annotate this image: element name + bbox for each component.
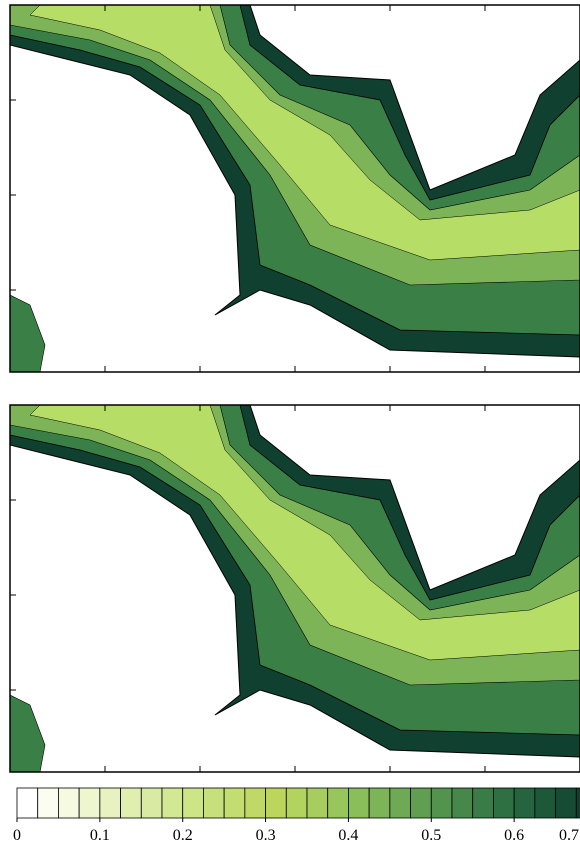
colorbar-tick-label: 0.1 <box>90 827 110 844</box>
colorbar-cell <box>162 788 183 818</box>
colorbar-cell <box>266 788 287 818</box>
colorbar-cell <box>245 788 266 818</box>
colorbar-cell <box>203 788 224 818</box>
panel-top <box>10 5 580 372</box>
colorbar-cell <box>183 788 204 818</box>
colorbar-cell <box>38 788 59 818</box>
colorbar-cell <box>493 788 514 818</box>
colorbar-tick-label: 0.3 <box>256 827 276 844</box>
colorbar-cell <box>79 788 100 818</box>
colorbar-cell <box>390 788 411 818</box>
colorbar-cell <box>58 788 79 818</box>
colorbar-cell <box>452 788 473 818</box>
colorbar-cell <box>141 788 162 818</box>
figure: 0 0.1 0.2 0.3 0.4 0.5 0.6 0.7 <box>0 0 580 848</box>
colorbar-cell <box>17 788 38 818</box>
colorbar-tick-label: 0.5 <box>421 827 441 844</box>
colorbar-cell <box>328 788 349 818</box>
colorbar-cell <box>576 788 580 818</box>
colorbar: 0 0.1 0.2 0.3 0.4 0.5 0.6 0.7 <box>13 788 580 844</box>
colorbar-tick-label: 0.7 <box>559 827 579 844</box>
colorbar-cell <box>121 788 142 818</box>
colorbar-cell <box>369 788 390 818</box>
colorbar-cell <box>514 788 535 818</box>
colorbar-cell <box>535 788 556 818</box>
colorbar-cell <box>473 788 494 818</box>
colorbar-cell <box>556 788 577 818</box>
colorbar-tick-label: 0 <box>13 827 21 844</box>
colorbar-cell <box>100 788 121 818</box>
colorbar-cell <box>307 788 328 818</box>
colorbar-cell <box>411 788 432 818</box>
colorbar-tick-label: 0.2 <box>173 827 193 844</box>
colorbar-tick-label: 0.4 <box>338 827 358 844</box>
colorbar-tick-label: 0.6 <box>504 827 524 844</box>
colorbar-cell <box>348 788 369 818</box>
colorbar-cell <box>286 788 307 818</box>
colorbar-cell <box>224 788 245 818</box>
panel-bottom <box>10 405 580 772</box>
colorbar-cell <box>431 788 452 818</box>
